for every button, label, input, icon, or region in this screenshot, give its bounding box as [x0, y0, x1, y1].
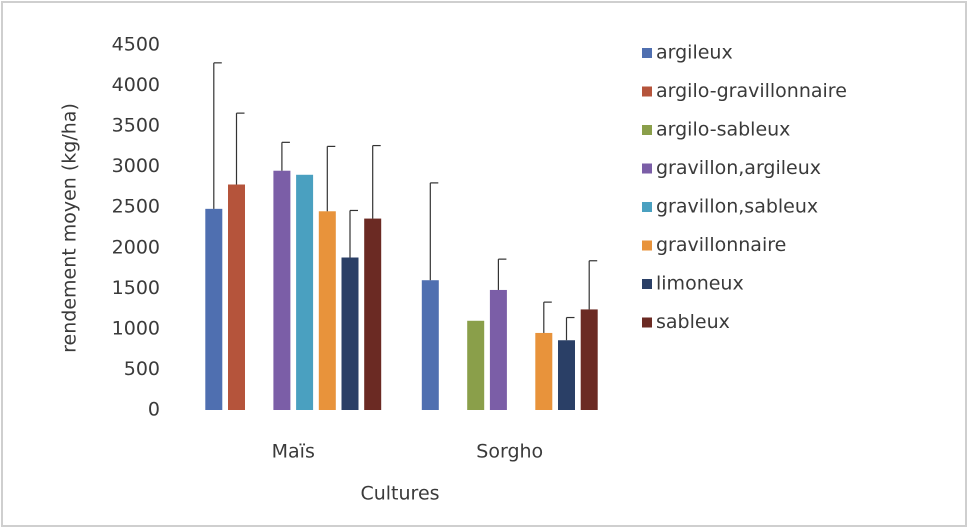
bar — [205, 208, 223, 410]
bar — [580, 309, 598, 410]
y-tick-label: 3000 — [112, 155, 160, 177]
bar — [273, 170, 291, 410]
bar — [318, 211, 336, 410]
x-axis-title: Cultures — [360, 483, 439, 505]
y-tick-label: 4500 — [112, 34, 160, 56]
y-tick-label: 1500 — [112, 277, 160, 299]
bar — [535, 332, 553, 410]
legend-label: argilo-gravillonnaire — [656, 80, 847, 102]
y-tick-label: 500 — [124, 358, 160, 380]
bar — [467, 320, 485, 410]
y-tick-label: 0 — [148, 399, 160, 421]
legend-label: gravillonnaire — [656, 234, 786, 256]
legend-label: gravillon,argileux — [656, 157, 821, 179]
legend-swatch — [642, 86, 652, 97]
bar — [341, 257, 359, 410]
legend-label: limoneux — [656, 273, 744, 295]
legend-swatch — [642, 48, 652, 58]
legend-swatch — [642, 279, 652, 289]
bar — [489, 289, 507, 410]
y-tick-label: 2000 — [112, 236, 160, 258]
y-tick-label: 1000 — [112, 317, 160, 339]
y-tick-label: 2500 — [112, 196, 160, 218]
bar — [228, 184, 245, 410]
bar — [421, 280, 439, 410]
legend-label: sableux — [656, 311, 730, 333]
y-axis-title: rendement moyen (kg/ha) — [59, 103, 81, 353]
bar — [364, 218, 382, 410]
legend-swatch — [642, 317, 652, 328]
bar — [558, 340, 575, 410]
y-tick-label: 4000 — [112, 74, 160, 96]
legend-swatch — [642, 125, 652, 135]
legend-label: argilo-sableux — [656, 119, 790, 141]
bar — [296, 174, 314, 410]
x-tick-label: Maïs — [272, 441, 315, 463]
legend-swatch — [642, 202, 652, 212]
legend-label: gravillon,sableux — [656, 196, 818, 218]
legend-swatch — [642, 163, 652, 174]
legend-swatch — [642, 240, 652, 251]
x-tick-label: Sorgho — [476, 441, 543, 463]
y-tick-label: 3500 — [112, 115, 160, 137]
legend-label: argileux — [656, 42, 733, 64]
